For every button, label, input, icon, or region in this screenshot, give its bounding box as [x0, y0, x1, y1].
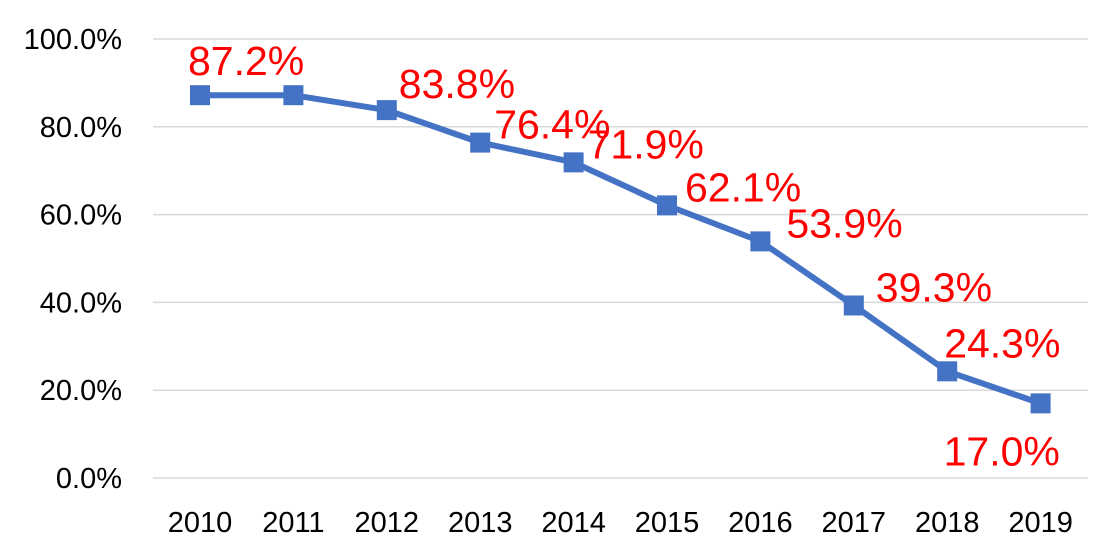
x-tick-label: 2012 [355, 507, 420, 539]
x-tick-label: 2013 [448, 507, 513, 539]
x-tick-label: 2015 [635, 507, 700, 539]
y-tick-label: 100.0% [24, 24, 122, 56]
y-tick-label: 60.0% [40, 200, 122, 232]
data-label: 17.0% [944, 428, 1060, 474]
x-tick-label: 2010 [168, 507, 233, 539]
x-tick-label: 2016 [728, 507, 793, 539]
y-axis-tick-labels: 0.0% 20.0% 40.0% 60.0% 80.0% 100.0% [24, 24, 122, 495]
x-tick-label: 2018 [915, 507, 980, 539]
data-labels: 87.2% 83.8%76.4%71.9%62.1%53.9% 39.3% 24.3%… [188, 38, 1060, 474]
data-point-marker [657, 195, 677, 216]
data-point-marker [563, 152, 584, 173]
data-label: 87.2% [188, 38, 304, 84]
data-label: 71.9% [588, 121, 704, 167]
y-tick-label: 0.0% [56, 463, 122, 495]
data-point-marker [937, 361, 958, 382]
data-point-marker [750, 231, 771, 252]
series-line-group [197, 92, 1044, 407]
data-label: 53.9% [786, 200, 902, 246]
series-line [197, 92, 1044, 407]
data-point-marker [283, 85, 304, 106]
data-label: 62.1% [685, 164, 801, 210]
data-label: 83.8% [399, 61, 515, 107]
x-axis-tick-labels: 2010 2011 2012 2013 2014 2015 2016 2017 2018 2019 [168, 507, 1073, 539]
data-point-marker [1030, 393, 1051, 414]
gridlines [153, 38, 1088, 479]
x-tick-label: 2014 [541, 507, 606, 539]
data-point-marker [376, 100, 397, 121]
data-point-marker [190, 85, 210, 106]
x-tick-label: 2019 [1008, 507, 1073, 539]
data-label: 39.3% [876, 264, 992, 310]
data-point-marker [470, 132, 491, 153]
series-markers [190, 85, 1051, 414]
x-tick-label: 2011 [262, 507, 324, 539]
y-tick-label: 20.0% [40, 375, 122, 407]
data-label: 76.4% [494, 102, 610, 148]
y-tick-label: 40.0% [40, 287, 122, 319]
y-tick-label: 80.0% [40, 112, 122, 144]
x-tick-label: 2017 [822, 507, 887, 539]
data-label: 24.3% [944, 320, 1060, 366]
data-point-marker [843, 295, 864, 316]
